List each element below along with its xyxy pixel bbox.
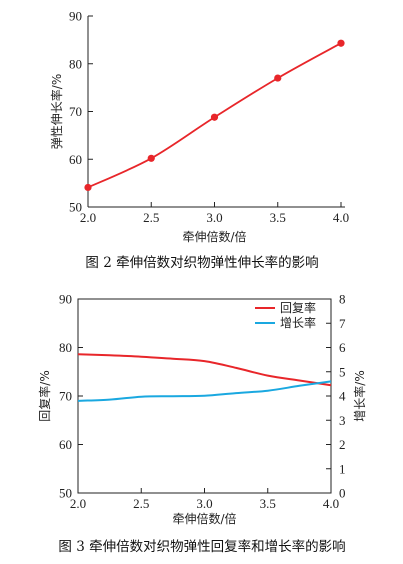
data-point bbox=[147, 154, 155, 162]
x-axis-label: 牵伸倍数/倍 bbox=[172, 511, 236, 526]
legend: 回复率 增长率 bbox=[255, 300, 316, 330]
x-axis-label: 牵伸倍数/倍 bbox=[182, 229, 246, 244]
y2-tick-label: 2 bbox=[339, 437, 346, 452]
legend-label-recovery: 回复率 bbox=[280, 300, 316, 315]
y-axis-label-right: 增长率/% bbox=[352, 370, 367, 421]
y-tick-label: 70 bbox=[59, 389, 72, 404]
y2-tick-label: 4 bbox=[339, 389, 346, 404]
x-tick-label: 2.0 bbox=[70, 496, 86, 511]
y2-tick-label: 3 bbox=[339, 413, 346, 428]
y-tick-label: 70 bbox=[69, 104, 82, 119]
x-tick-label: 3.5 bbox=[270, 210, 286, 225]
chart-recovery-growth: 2.0 2.5 3.0 3.5 4.0 50 60 70 80 90 0 1 2 3 4 5 6 7 8 回复率… bbox=[37, 292, 367, 556]
y-tick-label: 60 bbox=[59, 437, 72, 452]
x-tick-label: 3.0 bbox=[196, 496, 212, 511]
y-tick-label: 50 bbox=[69, 200, 82, 215]
x-tick-label: 4.0 bbox=[323, 496, 339, 511]
y2-tick-label: 1 bbox=[339, 461, 346, 476]
legend-label-growth: 增长率 bbox=[280, 315, 316, 330]
figure-caption: 图 3 牵伸倍数对织物弹性回复率和增长率的影响 bbox=[58, 538, 345, 555]
x-tick-label: 4.0 bbox=[333, 210, 349, 225]
data-point bbox=[337, 39, 345, 47]
x-tick-label: 2.0 bbox=[80, 210, 96, 225]
y2-tick-label: 8 bbox=[339, 292, 346, 307]
y-tick-label: 90 bbox=[69, 9, 82, 24]
y2-tick-label: 5 bbox=[339, 364, 346, 379]
y-tick-label: 80 bbox=[59, 340, 72, 355]
recovery-series-line bbox=[77, 353, 332, 387]
data-point bbox=[210, 113, 219, 121]
y-tick-label: 90 bbox=[59, 292, 72, 307]
x-tick-label: 3.5 bbox=[260, 496, 276, 511]
y2-tick-label: 0 bbox=[339, 486, 346, 501]
y-tick-label: 60 bbox=[69, 152, 82, 167]
figure-caption: 图 2 牵伸倍数对织物弹性伸长率的影响 bbox=[85, 254, 318, 271]
growth-series-line bbox=[77, 380, 332, 402]
y-axis-label: 弹性伸长率/% bbox=[49, 74, 64, 149]
y2-tick-label: 6 bbox=[339, 340, 346, 355]
x-tick-label: 3.0 bbox=[206, 210, 222, 225]
y-axis-label-left: 回复率/% bbox=[37, 370, 52, 421]
data-point bbox=[274, 74, 282, 82]
x-tick-label: 2.5 bbox=[133, 496, 149, 511]
data-point bbox=[84, 183, 92, 192]
y2-tick-label: 7 bbox=[339, 316, 346, 331]
x-tick-label: 2.5 bbox=[143, 210, 159, 225]
y-tick-label: 80 bbox=[69, 56, 82, 71]
y-tick-label: 50 bbox=[59, 486, 72, 501]
chart-elastic-elongation: 2.0 2.5 3.0 3.5 4.0 50 60 70 80 90 牵伸倍数/倍 弹性伸长率/… bbox=[49, 9, 349, 272]
